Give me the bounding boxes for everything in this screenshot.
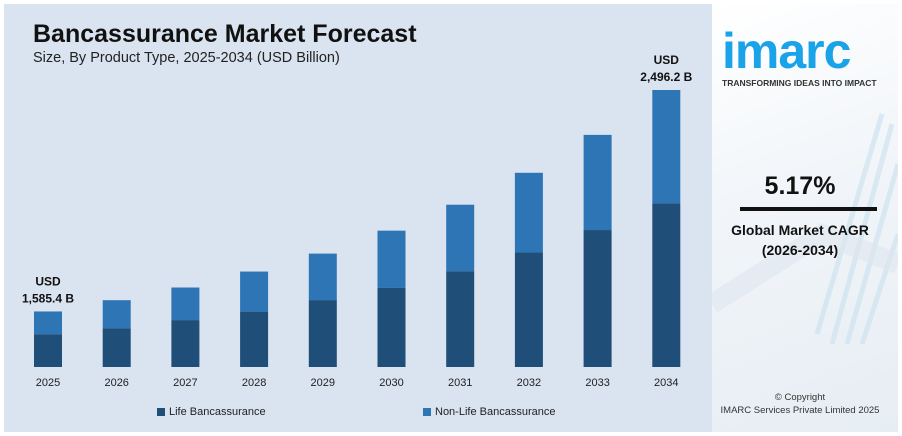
copyright: © Copyright IMARC Services Private Limit… <box>712 391 888 417</box>
x-tick-label: 2033 <box>585 377 609 389</box>
x-tick-label: 2034 <box>654 377 678 389</box>
copyright-symbol-text: © Copyright <box>774 392 826 403</box>
bar-non-life-2034 <box>652 90 681 204</box>
imarc-logo: imarc <box>722 23 851 79</box>
data-label-value: 2,496.2 B <box>640 70 692 84</box>
cagr-value: 5.17% <box>764 172 836 200</box>
bar-life-2031 <box>446 271 475 367</box>
divider <box>740 207 877 211</box>
company-name: IMARC Services Private Limited 2025 <box>720 405 880 416</box>
bar-non-life-2033 <box>583 134 612 231</box>
chart-title: Bancassurance Market Forecast <box>33 20 417 48</box>
chart-subtitle: Size, By Product Type, 2025-2034 (USD Bi… <box>33 50 340 66</box>
x-tick-label: 2031 <box>448 377 472 389</box>
bar-life-2032 <box>514 252 543 367</box>
bar-non-life-2026 <box>102 300 131 329</box>
bar-life-2030 <box>377 287 406 367</box>
cagr-label: Global Market CAGR (2026-2034) <box>712 220 888 260</box>
bar-life-2028 <box>240 311 269 367</box>
legend-label-non-life: Non-Life Bancassurance <box>435 406 556 418</box>
cagr-period: (2026-2034) <box>761 242 839 258</box>
bar-life-2027 <box>171 320 200 367</box>
bar-non-life-2030 <box>377 230 406 288</box>
bar-non-life-2032 <box>514 172 543 253</box>
x-tick-label: 2028 <box>242 377 266 389</box>
x-tick-label: 2032 <box>517 377 541 389</box>
cagr-label-text: Global Market CAGR <box>731 222 869 238</box>
bar-non-life-2031 <box>446 204 475 272</box>
sidebar-panel: imarc TRANSFORMING IDEAS INTO IMPACT 5.1… <box>712 4 898 432</box>
legend-item-non-life: Non-Life Bancassurance <box>423 406 555 418</box>
legend-swatch-non-life <box>423 408 431 416</box>
data-label-unit: USD <box>35 274 61 288</box>
x-tick-label: 2029 <box>311 377 335 389</box>
bar-non-life-2028 <box>240 271 269 312</box>
bar-life-2025 <box>34 334 62 367</box>
bar-life-2034 <box>652 203 681 367</box>
legend-swatch-life <box>157 408 165 416</box>
data-label-unit: USD <box>654 53 680 67</box>
bar-non-life-2027 <box>171 287 200 321</box>
bar-life-2026 <box>102 328 131 367</box>
legend-label-life: Life Bancassurance <box>169 406 266 418</box>
x-tick-label: 2025 <box>36 377 60 389</box>
bar-non-life-2025 <box>34 311 62 335</box>
x-tick-label: 2030 <box>379 377 403 389</box>
chart-panel: Bancassurance Market Forecast Size, By P… <box>4 4 712 432</box>
bar-chart: 2025 USD 1,585.4 B 2026 2027 2028 2029 2030 2031… <box>22 53 693 389</box>
legend-item-life: Life Bancassurance <box>157 406 266 418</box>
bar-non-life-2029 <box>308 253 337 301</box>
tagline: TRANSFORMING IDEAS INTO IMPACT <box>722 78 877 88</box>
bar-life-2029 <box>308 300 337 367</box>
background-chart-decoration <box>712 113 898 345</box>
bar-life-2033 <box>583 230 612 367</box>
x-tick-label: 2027 <box>173 377 197 389</box>
data-label-value: 1,585.4 B <box>22 291 74 305</box>
x-tick-label: 2026 <box>104 377 128 389</box>
